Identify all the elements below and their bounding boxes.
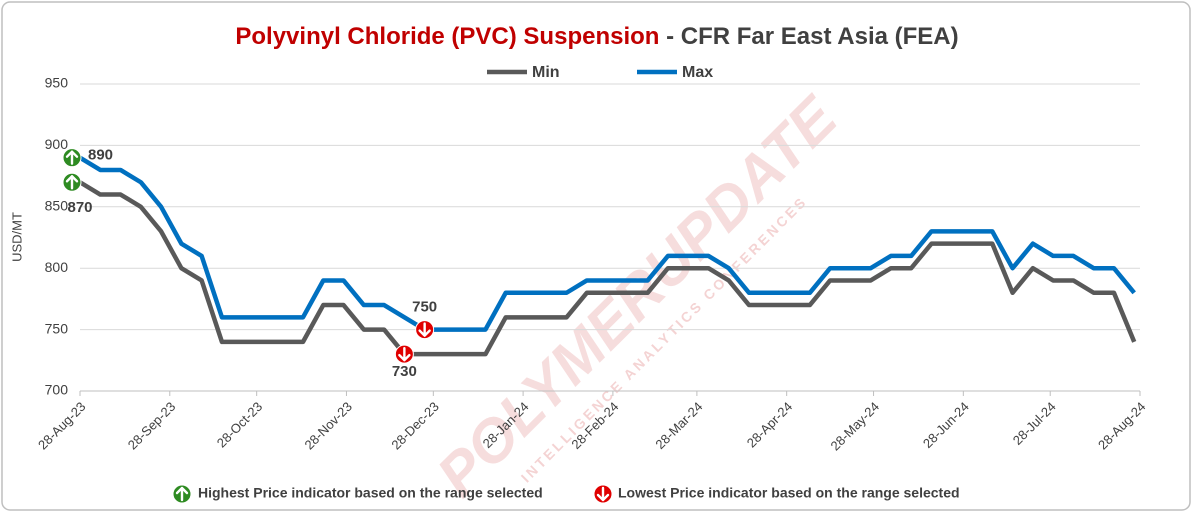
chart-subtitle: - CFR Far East Asia (FEA) (659, 23, 958, 50)
legend-low-icon-arrow (596, 486, 610, 502)
series-line (78, 180, 1137, 357)
data-label: 730 (392, 363, 417, 380)
highest-indicator (62, 172, 82, 192)
lowest-indicator-arrow (418, 322, 431, 337)
y-axis-label: USD/MT (9, 212, 24, 262)
lowest-indicator (394, 344, 414, 364)
y-tick-label: 850 (45, 198, 69, 214)
legend-low-icon (593, 484, 613, 504)
data-label: 890 (88, 147, 113, 164)
y-tick-label: 800 (45, 259, 69, 275)
data-label: 750 (412, 299, 437, 316)
series-line (78, 155, 1136, 332)
chart-title: Polyvinyl Chloride (PVC) Suspension (235, 23, 659, 50)
legend-high-icon-arrow (175, 486, 189, 502)
data-label: 870 (67, 199, 92, 216)
chart-title-wrap: Polyvinyl Chloride (PVC) Suspension - CF… (235, 23, 958, 50)
y-tick-label: 750 (45, 320, 69, 336)
legend-label: Min (532, 64, 560, 81)
highest-indicator-arrow (65, 150, 79, 165)
lowest-indicator (415, 320, 435, 340)
high-note: Highest Price indicator based on the ran… (198, 485, 543, 501)
lowest-indicator-arrow (398, 346, 411, 362)
highest-indicator-arrow (65, 175, 79, 190)
low-note: Lowest Price indicator based on the rang… (618, 485, 960, 501)
y-tick-label: 700 (45, 382, 69, 398)
legend-label: Max (682, 64, 713, 81)
y-tick-label: 900 (45, 136, 69, 152)
highest-indicator (62, 148, 82, 168)
legend-high-icon (172, 484, 192, 504)
y-tick-label: 950 (45, 75, 69, 91)
